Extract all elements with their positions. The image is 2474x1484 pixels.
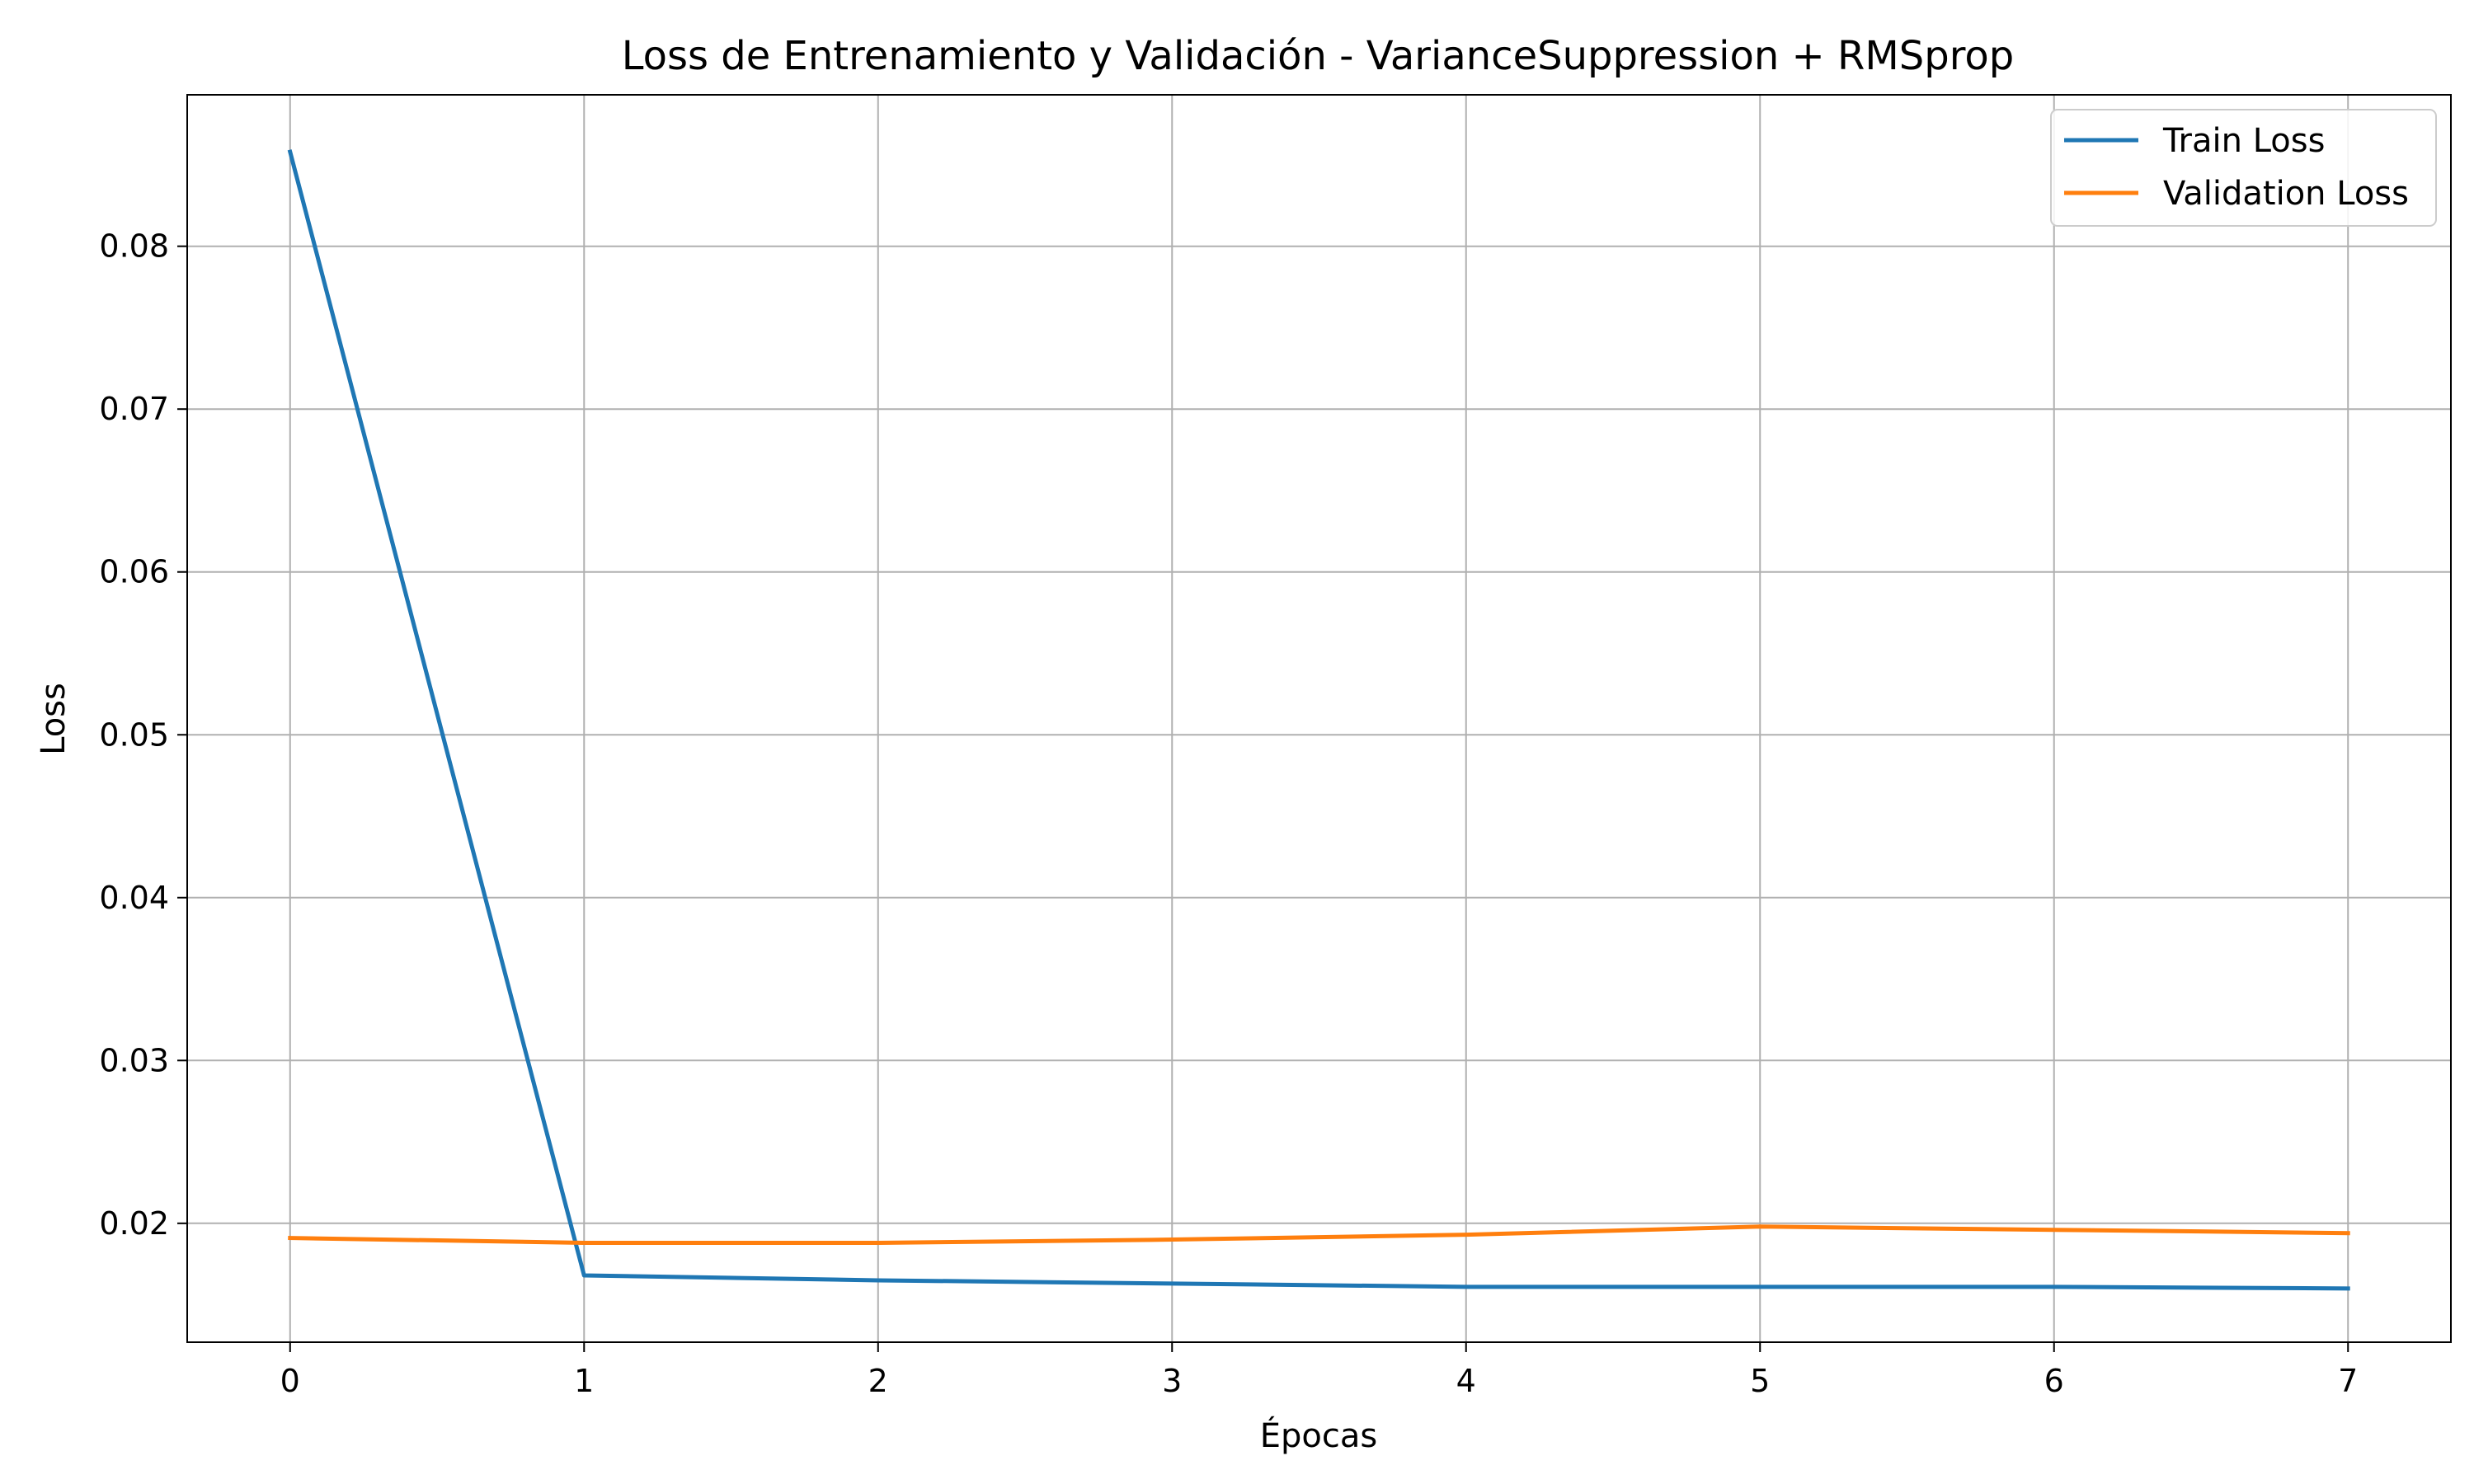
x-tick-label: 4 bbox=[1456, 1363, 1476, 1399]
x-tick-label: 7 bbox=[2338, 1363, 2358, 1399]
axis-ticks: 0 1 2 3 4 5 6 7 0.02 0.03 0.04 0.05 0.06 0.07 0.08 bbox=[99, 228, 2358, 1399]
legend: Train Loss Validation Loss bbox=[2050, 109, 2437, 227]
series-lines bbox=[287, 149, 2350, 1291]
x-tick-label: 6 bbox=[2044, 1363, 2064, 1399]
legend-label: Train Loss bbox=[2162, 122, 2325, 160]
y-tick-label: 0.02 bbox=[99, 1205, 169, 1242]
y-tick-label: 0.07 bbox=[99, 391, 169, 427]
legend-label: Validation Loss bbox=[2163, 175, 2409, 213]
x-tick-label: 1 bbox=[574, 1363, 594, 1399]
x-tick-label: 0 bbox=[280, 1363, 300, 1399]
grid bbox=[187, 95, 2451, 1342]
y-axis-title: Loss bbox=[35, 683, 73, 755]
y-tick-label: 0.03 bbox=[99, 1042, 169, 1078]
chart-title: Loss de Entrenamiento y Validación - Var… bbox=[622, 33, 2014, 79]
series-line-validation-loss bbox=[288, 1224, 2350, 1246]
x-axis-title: Épocas bbox=[1260, 1416, 1377, 1455]
y-tick-label: 0.05 bbox=[99, 716, 169, 753]
y-tick-label: 0.08 bbox=[99, 228, 169, 265]
x-tick-label: 5 bbox=[1750, 1363, 1770, 1399]
legend-box bbox=[2050, 109, 2437, 227]
x-tick-label: 3 bbox=[1162, 1363, 1182, 1399]
y-tick-label: 0.04 bbox=[99, 880, 169, 916]
plot-frame bbox=[186, 94, 2452, 1343]
x-tick-label: 2 bbox=[868, 1363, 888, 1399]
y-tick-label: 0.06 bbox=[99, 554, 169, 590]
series-line-train-loss bbox=[287, 149, 2350, 1291]
